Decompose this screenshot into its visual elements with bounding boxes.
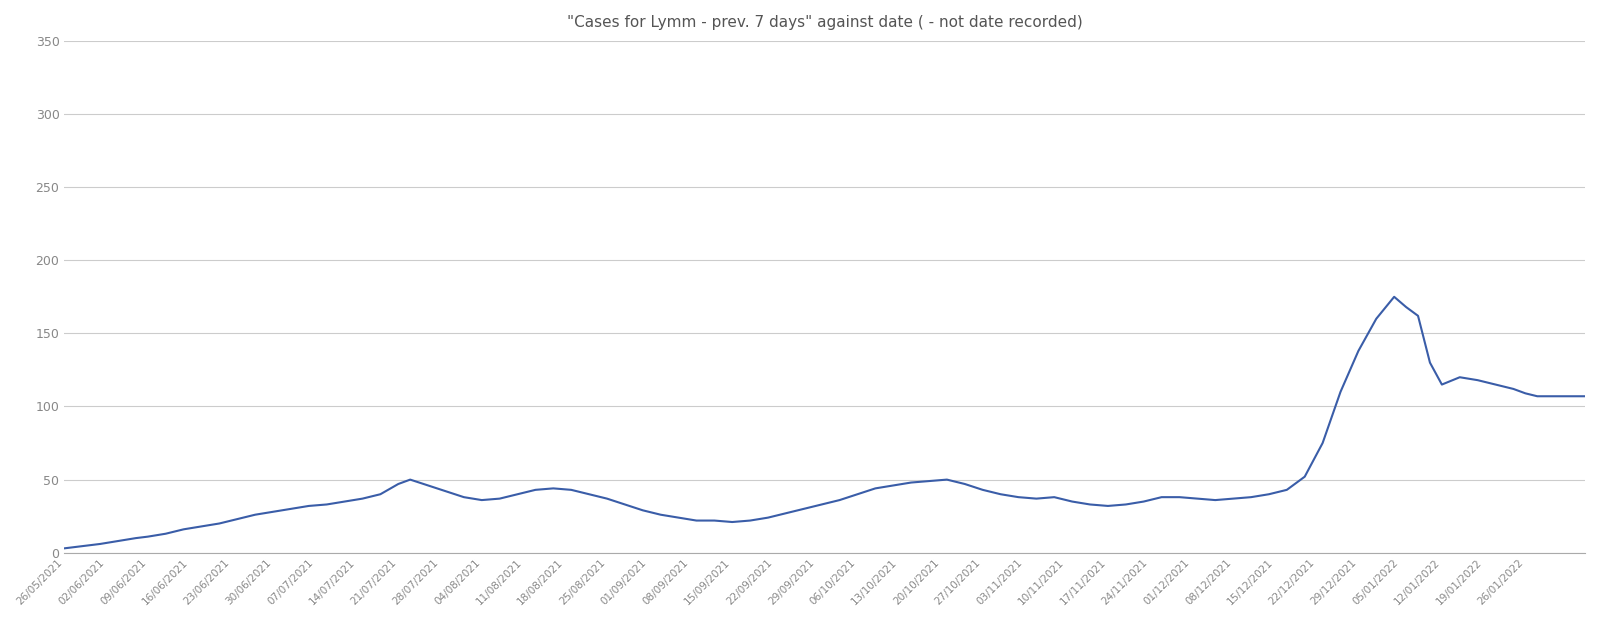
Title: "Cases for Lymm - prev. 7 days" against date ( - not date recorded): "Cases for Lymm - prev. 7 days" against … — [566, 15, 1083, 30]
